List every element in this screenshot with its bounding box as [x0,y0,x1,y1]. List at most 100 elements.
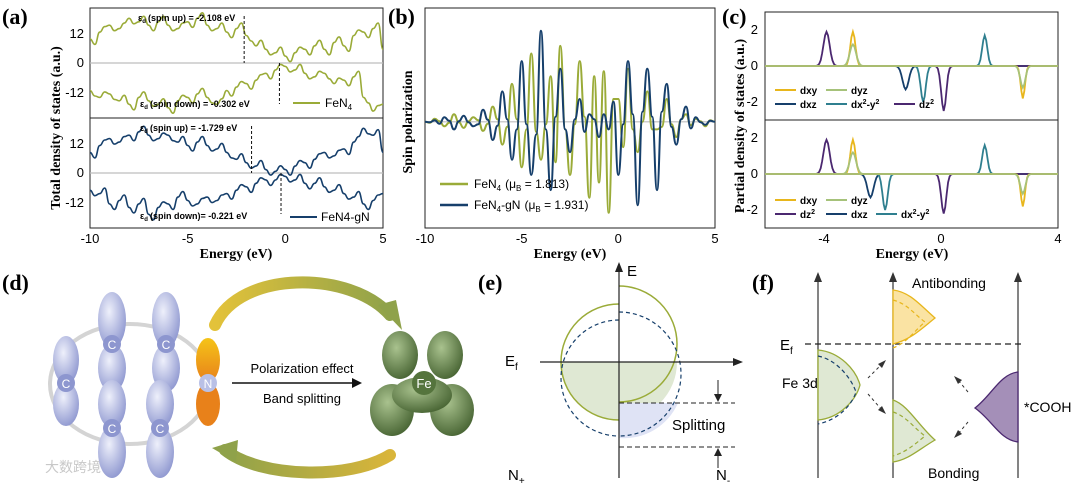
c-xtick: -4 [818,231,830,246]
f-fermi-label: Ef [780,337,793,357]
e-shifted-blue [619,403,678,439]
a-top-legend-label: FeN4 [325,96,353,112]
curved-arrow-bottom [219,444,396,479]
c-top-legend: dxy dyz dxz dx2-y2 dz2 [775,86,934,111]
a-spin-up-line [89,11,384,63]
f-axis-mix-head [889,272,897,282]
a-xlabel: Energy (eV) [200,247,273,262]
c-orbital-curve [765,173,1058,214]
c-bottom-legend: dxy dyz dz2 dxz dx2-y2 [775,196,929,221]
c-bottom-ytick: 0 [751,166,758,181]
f-arrowhead [954,430,962,438]
carbon-atom: C [98,292,126,392]
carbon-atom: C [146,380,174,478]
c-orbital-curve [765,137,1058,175]
c-orbital-curve [765,173,1058,196]
c-orbital-curve [765,142,1058,175]
c-legend-dz2: dz2 [800,209,815,221]
panel-f: (f) Ef Fe 3d Antibonding Bonding *COOH [752,270,1071,481]
c-top-ytick: -2 [746,94,758,109]
e-n-minus: N- [716,467,730,487]
a-bottom-annot-up: εd (spin up) = -1.729 eV [140,123,237,135]
e-energy-axis-head [615,262,623,272]
a-spin-down-line [89,173,384,221]
a-spin-down-line [89,63,384,115]
e-energy-label: E [627,263,637,280]
f-arrowhead [878,406,886,414]
c-orbital-curve [765,29,1058,67]
f-arrowhead [878,360,886,368]
c-xlabel: Energy (eV) [876,247,949,262]
c-legend-dyz: dyz [851,86,868,97]
e-fermi-arrow-head [733,358,743,366]
c-legend-dxz: dxz [800,100,817,111]
a-top-ytick: 12 [70,26,84,41]
c-legend-dxy: dxy [800,86,818,97]
panel-c: (c) Partial density of states (a.u.) 2 0… [722,4,1062,262]
panel-b: (b) Spin polarization -10 -5 0 5 Energy … [388,4,719,262]
f-antibonding-peak [892,289,937,345]
f-antibonding-label: Antibonding [912,275,986,291]
a-bottom-annot-down: εd (spin down)= -0.221 eV [140,211,247,223]
a-xtick: 0 [282,231,289,246]
c-legend-dx2y2: dx2-y2 [901,209,929,221]
svg-text:C: C [156,422,165,436]
c-orbital-curve [765,28,1058,67]
e-split-arrowhead-bottom [714,448,722,456]
a-ylabel: Total density of states (a.u.) [49,46,64,210]
c-orbital-curve [765,150,1058,175]
b-plot-content [424,29,716,214]
c-bottom-ytick: -2 [746,202,758,217]
svg-text:C: C [108,422,117,436]
c-legend-dxy: dxy [800,196,818,207]
a-plot-content [89,11,384,221]
a-bottom-ytick: 12 [70,136,84,151]
f-axis-ads-head [1014,272,1022,282]
label-polarization: Polarization effect [250,361,353,376]
carbon-atom: C [98,380,126,478]
f-fe3d-peak [817,349,861,421]
a-xtick: 5 [379,231,386,246]
a-xtick: -5 [182,231,194,246]
c-xtick: 4 [1054,231,1061,246]
watermark: 大数跨境 [45,459,101,475]
carbon-atom: C [53,336,79,426]
svg-text:N: N [204,377,213,391]
nitrogen-atom: N [196,338,220,426]
svg-text:C: C [62,377,71,391]
panel-label-b: (b) [388,4,415,29]
c-top-ytick: 0 [751,58,758,73]
f-bonding-label: Bonding [928,465,979,481]
c-orbital-curve [765,65,1058,90]
curved-arrow-top-head [378,300,402,330]
a-top-ytick: -12 [65,85,84,100]
a-bottom-ytick: -12 [65,195,84,210]
panel-e: (e) E Ef Splitting N+ N- [478,262,743,487]
b-xlabel: Energy (eV) [534,247,607,262]
c-legend-dz2: dz2 [919,99,934,111]
a-top-annot-up: εd (spin up) = -2.108 eV [138,13,235,25]
panel-d: (d) C C C C [2,270,474,479]
b-xtick: -5 [516,231,528,246]
c-ylabel: Partial density of states (a.u.) [733,39,748,214]
c-bottom-ytick: 2 [751,130,758,145]
b-xtick: 0 [615,231,622,246]
e-dos-down-blue [618,311,682,437]
e-fermi-label: Ef [505,353,518,373]
e-n-plus: N+ [508,467,525,487]
c-orbital-curve [765,173,1058,200]
a-spin-up-line [89,125,384,176]
f-cooh-interaction-arrows [957,379,969,435]
c-legend-dx2y2: dx2-y2 [851,99,879,111]
panel-label-d: (d) [2,270,29,295]
a-xtick: -10 [81,231,100,246]
c-legend-dxz: dxz [851,210,868,221]
panel-a: (a) Total density of states (a.u.) 12 0 … [2,4,387,262]
panel-label-c: (c) [722,4,746,29]
b-xtick: -10 [416,231,435,246]
f-fe-interaction-arrows [867,363,883,411]
panel-label-a: (a) [2,4,28,29]
f-arrowhead [954,376,962,384]
f-cooh-label: *COOH [1024,399,1071,415]
